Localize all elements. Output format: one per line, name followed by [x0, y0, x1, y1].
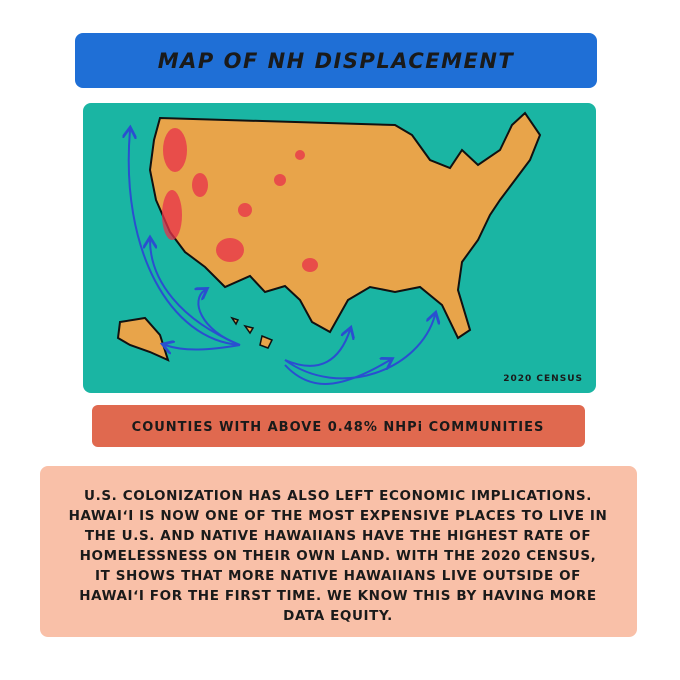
body-line: IT SHOWS THAT MORE NATIVE HAWAIIANS LIVE…: [95, 568, 581, 584]
migration-arrows: [129, 130, 435, 385]
text-panel: [40, 466, 637, 637]
body-line: U.S. COLONIZATION HAS ALSO LEFT ECONOMIC…: [84, 488, 592, 504]
nhpi-counties: [162, 128, 318, 272]
title-bar: [75, 33, 597, 88]
body-text: U.S. COLONIZATION HAS ALSO LEFT ECONOMIC…: [69, 488, 608, 624]
body-line: HOMELESSNESS ON THEIR OWN LAND. WITH THE…: [80, 548, 597, 564]
alaska: [116, 316, 170, 362]
map-source: 2020 CENSUS: [503, 374, 583, 384]
body-line: HAWAIʻI FOR THE FIRST TIME. WE KNOW THIS…: [79, 588, 596, 604]
caption: COUNTIES WITH ABOVE 0.48% NHPi COMMUNITI…: [132, 420, 545, 435]
contiguous-us: [148, 111, 542, 340]
hawaii: [230, 316, 274, 349]
caption-bar: [92, 405, 585, 447]
body-line: THE U.S. AND NATIVE HAWAIIANS HAVE THE H…: [85, 528, 591, 544]
title: MAP OF NH DISPLACEMENT: [158, 49, 515, 73]
us-map: [116, 111, 542, 385]
body-line: DATA EQUITY.: [283, 608, 393, 624]
body-line: HAWAIʻI IS NOW ONE OF THE MOST EXPENSIVE…: [69, 508, 608, 524]
